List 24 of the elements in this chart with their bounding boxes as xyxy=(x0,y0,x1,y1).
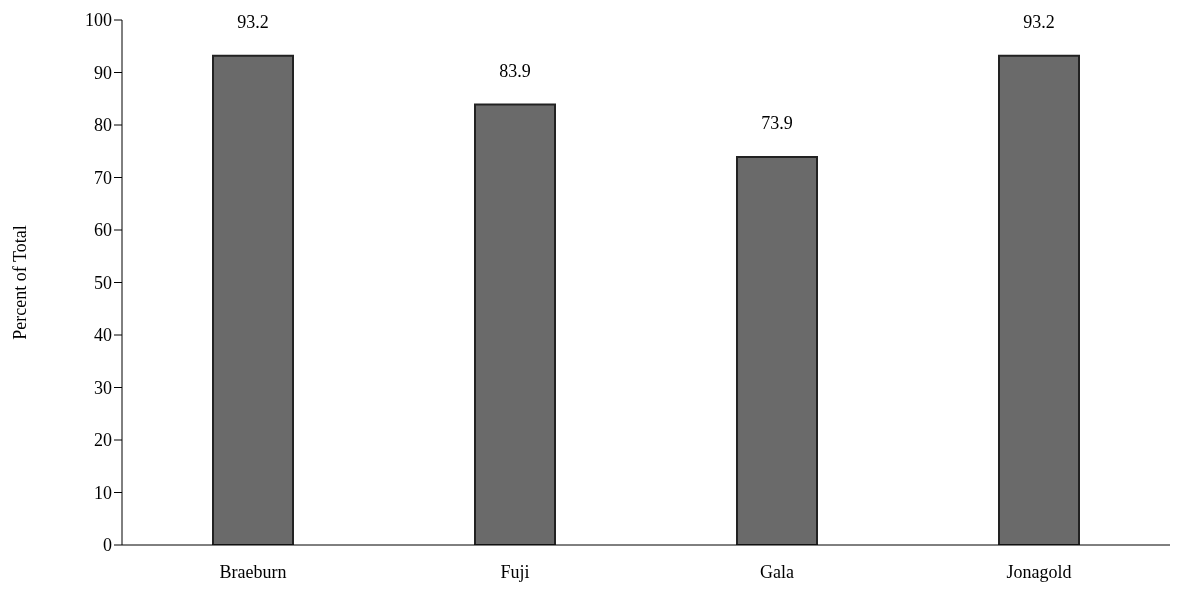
y-tick-label: 50 xyxy=(94,272,112,293)
x-tick-label: Gala xyxy=(760,561,794,582)
y-tick-label: 60 xyxy=(94,220,112,241)
bar xyxy=(998,54,1080,545)
x-tick-label: Fuji xyxy=(500,561,530,582)
y-tick-label: 90 xyxy=(94,62,112,83)
data-label: 73.9 xyxy=(761,113,793,134)
data-label: 83.9 xyxy=(499,60,531,81)
y-tick-label: 40 xyxy=(94,325,112,346)
y-axis-title: Percent of Total xyxy=(10,225,31,340)
bar xyxy=(212,54,294,545)
bar xyxy=(736,156,818,545)
y-tick-label: 0 xyxy=(103,535,112,556)
y-tick-label: 70 xyxy=(94,167,112,188)
y-tick-label: 30 xyxy=(94,377,112,398)
y-tick-label: 80 xyxy=(94,115,112,136)
x-tick-label: Braeburn xyxy=(219,561,287,582)
y-tick-label: 100 xyxy=(85,10,112,31)
y-tick-label: 10 xyxy=(94,482,112,503)
data-label: 93.2 xyxy=(237,11,269,32)
bar xyxy=(474,103,556,545)
x-tick-label: Jonagold xyxy=(1006,561,1072,582)
y-tick-label: 20 xyxy=(94,430,112,451)
data-label: 93.2 xyxy=(1023,11,1055,32)
